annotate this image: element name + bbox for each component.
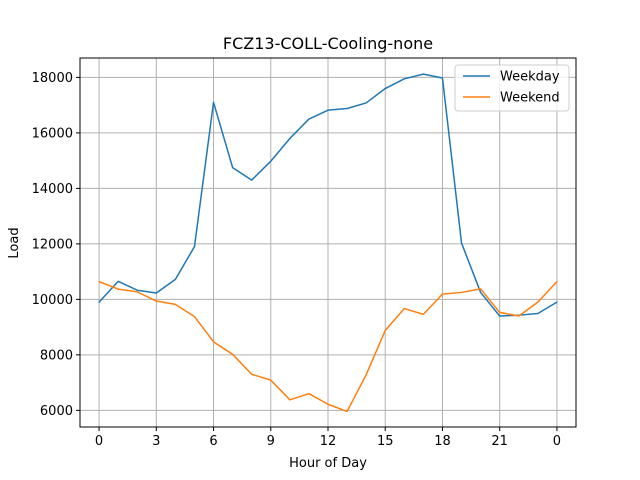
legend-label: Weekend xyxy=(500,91,560,106)
x-tick-label: 15 xyxy=(377,434,394,449)
series-group xyxy=(98,73,558,413)
y-tick-label: 16000 xyxy=(32,126,73,141)
legend: Weekday Weekend xyxy=(454,64,570,112)
x-tick-label: 9 xyxy=(267,434,275,449)
y-tick-label: 14000 xyxy=(32,182,73,197)
y-tick-label: 18000 xyxy=(32,71,73,86)
y-tick-label: 6000 xyxy=(40,404,73,419)
grid xyxy=(80,58,576,427)
x-tick-label: 3 xyxy=(152,434,160,449)
legend-label: Weekday xyxy=(500,70,560,85)
y-tick-label: 12000 xyxy=(32,237,73,252)
x-tick-label: 0 xyxy=(95,434,103,449)
y-tick-label: 8000 xyxy=(40,348,73,363)
chart-title: FCZ13-COLL-Cooling-none xyxy=(223,34,433,53)
series-line-weekday xyxy=(98,73,558,317)
x-tick-label: 12 xyxy=(320,434,337,449)
x-axis-label: Hour of Day xyxy=(289,456,367,471)
series-line-weekend xyxy=(98,280,558,413)
x-tick-label: 0 xyxy=(553,434,561,449)
x-axis-ticks: 0 3 6 9 12 15 18 21 0 xyxy=(95,427,561,449)
y-axis-label: Load xyxy=(7,227,22,258)
x-tick-label: 6 xyxy=(209,434,217,449)
y-tick-label: 10000 xyxy=(32,293,73,308)
y-axis-ticks: 6000 8000 10000 12000 14000 16000 18000 xyxy=(32,71,80,419)
x-tick-label: 21 xyxy=(491,434,508,449)
x-tick-label: 18 xyxy=(434,434,451,449)
